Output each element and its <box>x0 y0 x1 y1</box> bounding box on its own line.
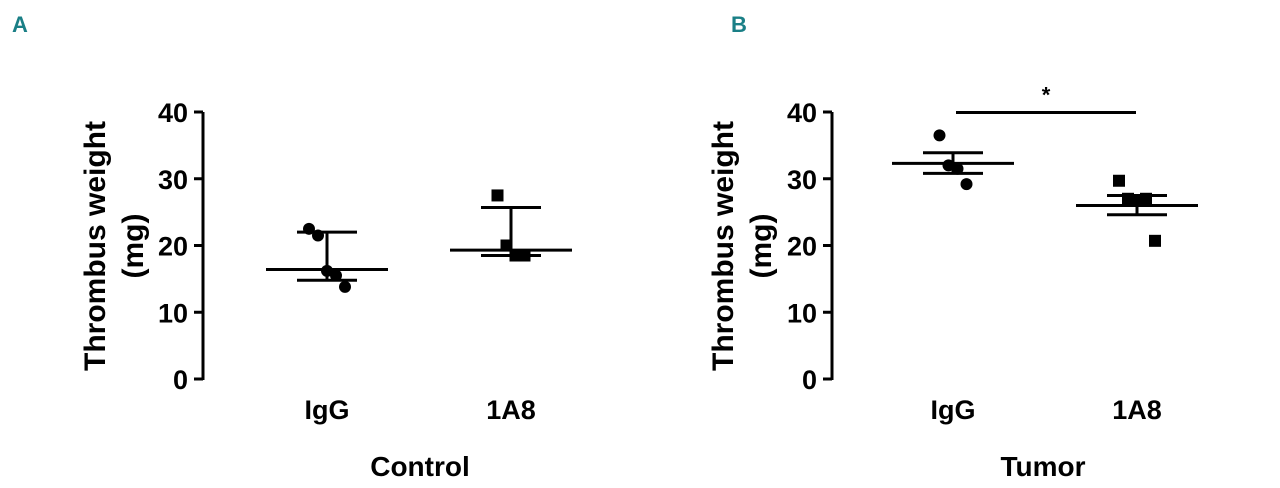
data-point <box>339 280 351 293</box>
y-axis-label: Thrombus weight (mg) <box>79 121 150 371</box>
panel-B: B 0 10 20 30 40 Thrombus weight (mg) IgG 1A8 Tumor… <box>707 12 1198 482</box>
panel-label: A <box>12 12 28 37</box>
data-point <box>1149 234 1161 247</box>
x-tick-label: IgG <box>931 395 976 425</box>
y-tick-label: 40 <box>787 98 817 128</box>
panel-label: B <box>731 12 747 37</box>
y-tick-label: 10 <box>158 298 188 328</box>
x-axis-label: Control <box>370 451 470 482</box>
y-tick-label: 40 <box>158 98 188 128</box>
panel-A: A 0 10 20 30 40 Thrombus weight (mg) IgG 1A8 Contr… <box>12 12 572 482</box>
y-tick-label: 20 <box>787 232 817 262</box>
x-axis-label: Tumor <box>1000 451 1085 482</box>
y-axis-label: Thrombus weight (mg) <box>707 121 778 371</box>
data-point <box>1113 174 1125 187</box>
y-axis-label-line: (mg) <box>745 214 778 279</box>
data-point <box>933 129 946 142</box>
y-tick-label: 0 <box>173 365 188 395</box>
significance-label: * <box>1042 83 1051 108</box>
data-point <box>330 269 342 282</box>
data-point <box>960 178 973 191</box>
y-tick-label: 10 <box>787 298 817 328</box>
y-axis-label-line: Thrombus weight <box>707 121 740 371</box>
data-point <box>491 189 504 202</box>
y-axis-label-line: (mg) <box>117 214 150 279</box>
x-tick-label: 1A8 <box>1112 395 1162 425</box>
y-tick-label: 0 <box>802 365 817 395</box>
x-tick-label: 1A8 <box>486 395 536 425</box>
x-tick-label: IgG <box>305 395 350 425</box>
y-tick-label: 30 <box>787 165 817 195</box>
y-tick-label: 30 <box>158 165 188 195</box>
y-axis-label-line: Thrombus weight <box>79 121 112 371</box>
y-tick-label: 20 <box>158 232 188 262</box>
